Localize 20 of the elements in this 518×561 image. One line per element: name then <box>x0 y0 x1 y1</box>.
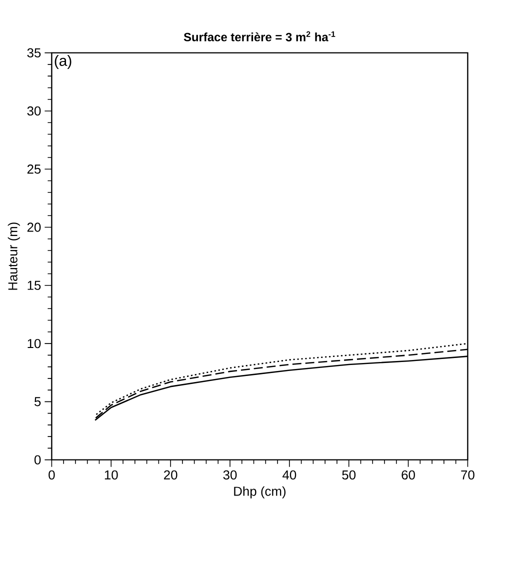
x-tick-label: 20 <box>164 470 178 480</box>
y-tick-label: 35 <box>27 48 41 58</box>
y-tick-label: 0 <box>34 455 41 464</box>
y-tick-label: 30 <box>27 106 41 116</box>
annotation: (a) <box>54 55 72 69</box>
y-tick-label: 5 <box>34 397 41 406</box>
x-tick-label: 60 <box>402 470 415 480</box>
y-tick-label: 15 <box>28 280 41 290</box>
y-tick-label: 10 <box>28 338 41 348</box>
x-axis-title: Dhp (cm) <box>234 486 286 498</box>
y-tick-label: 25 <box>27 164 41 174</box>
chart-title: Surface terrière = 3 m$^{2}$ ha$^{-1}$ <box>184 31 336 42</box>
y-tick-label: 20 <box>27 222 41 232</box>
x-tick-label: 10 <box>104 470 118 480</box>
x-tick-label: 0 <box>48 470 55 480</box>
y-axis-title: Hauteur (m) <box>8 222 20 290</box>
x-tick-label: 30 <box>223 470 237 480</box>
x-tick-label: 40 <box>282 470 296 480</box>
x-tick-label: 50 <box>342 470 356 480</box>
x-tick-label: 70 <box>461 470 474 480</box>
